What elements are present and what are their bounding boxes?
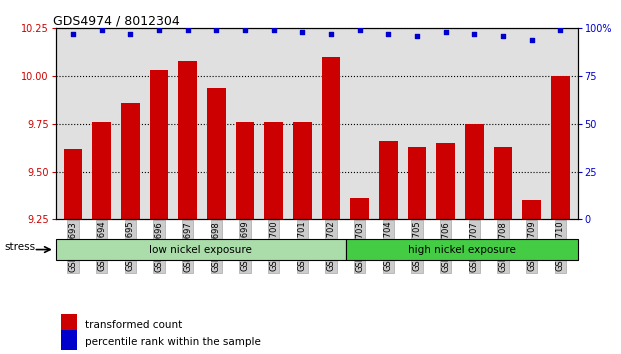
Point (441, 29, 451, 35)
Bar (61, 314, 77, 334)
Point (555, 27, 565, 33)
Point (97, 27, 107, 33)
Bar (346, 239, 578, 260)
Text: GDS4974 / 8012304: GDS4974 / 8012304 (53, 14, 180, 27)
Point (154, 27, 164, 33)
Point (68, 31, 78, 37)
Bar (207, 87, 225, 219)
Point (183, 27, 193, 33)
Point (297, 29, 307, 35)
Bar (265, 122, 283, 219)
Text: percentile rank within the sample: percentile rank within the sample (84, 337, 260, 347)
Bar (522, 200, 541, 219)
Bar (437, 143, 455, 219)
Bar (465, 124, 484, 219)
Point (469, 31, 479, 37)
Point (211, 27, 221, 33)
Bar (322, 57, 340, 219)
Text: low nickel exposure: low nickel exposure (150, 245, 252, 255)
Point (240, 27, 250, 33)
Bar (379, 141, 397, 219)
Bar (494, 147, 512, 219)
Bar (350, 199, 369, 219)
Bar (178, 61, 197, 219)
Bar (61, 330, 77, 350)
Point (498, 33, 508, 39)
Bar (551, 76, 569, 219)
Bar (293, 122, 312, 219)
Point (125, 31, 135, 37)
Bar (236, 122, 255, 219)
Bar (64, 149, 83, 219)
Text: transformed count: transformed count (84, 320, 182, 330)
Text: stress: stress (4, 242, 35, 252)
Point (326, 31, 336, 37)
Bar (121, 103, 140, 219)
Point (269, 27, 279, 33)
Bar (56, 239, 346, 260)
Text: high nickel exposure: high nickel exposure (407, 245, 515, 255)
Bar (93, 122, 111, 219)
Point (355, 27, 365, 33)
Point (527, 37, 537, 42)
Point (412, 33, 422, 39)
Bar (150, 70, 168, 219)
Point (383, 31, 393, 37)
Bar (408, 147, 427, 219)
